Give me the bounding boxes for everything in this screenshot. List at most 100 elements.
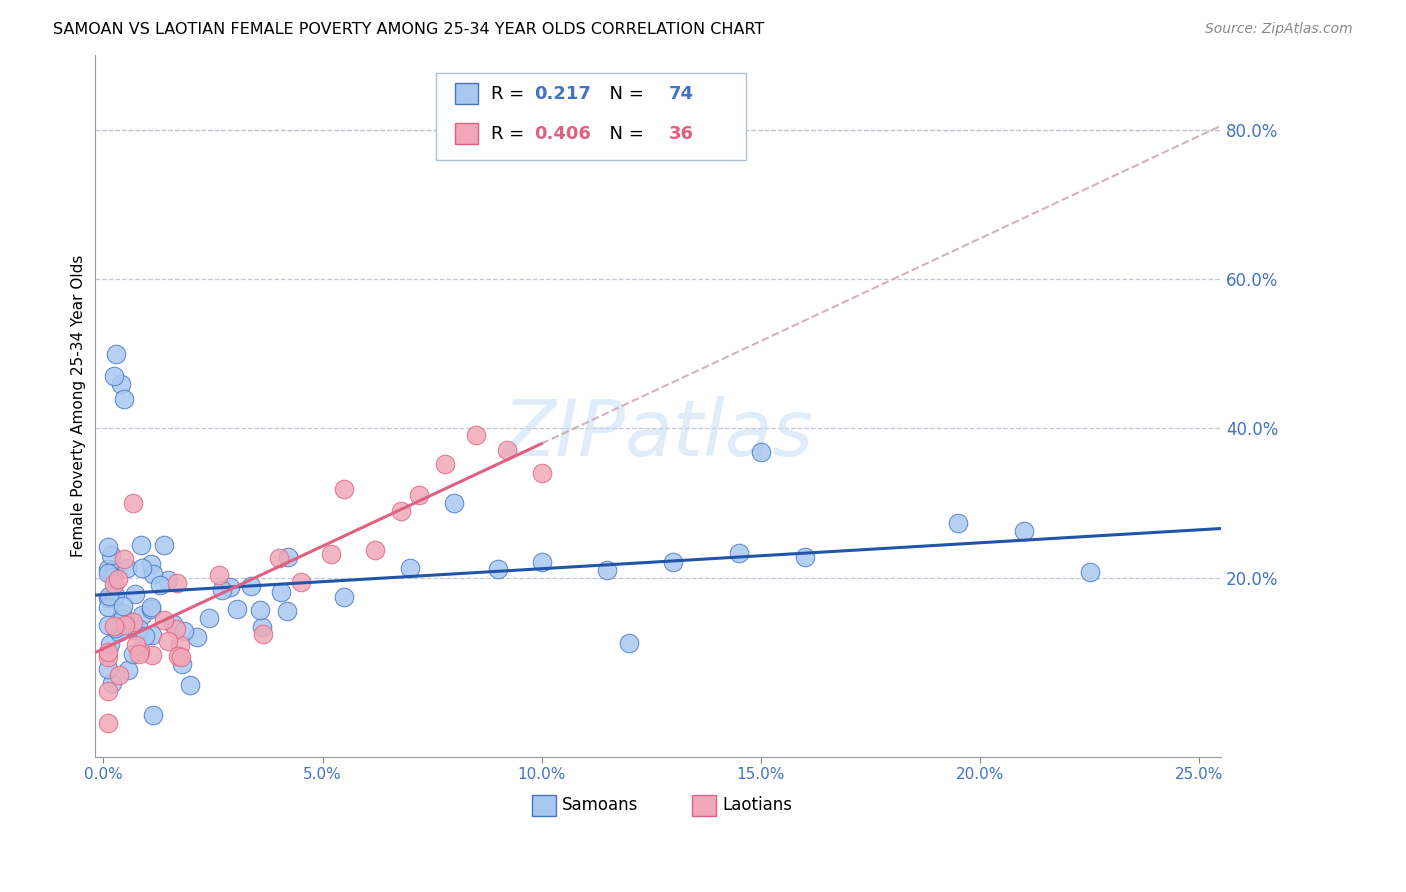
Point bbox=[749, 445, 772, 459]
Point bbox=[165, 623, 187, 637]
Text: Laotians: Laotians bbox=[723, 797, 792, 814]
Point bbox=[443, 496, 465, 510]
Point bbox=[117, 663, 139, 677]
Bar bbox=[456, 83, 478, 104]
Point bbox=[110, 606, 132, 620]
Point bbox=[101, 590, 124, 604]
Point bbox=[321, 548, 343, 562]
Point bbox=[100, 548, 122, 562]
Point bbox=[156, 633, 179, 648]
Point bbox=[530, 555, 553, 569]
Point bbox=[104, 347, 127, 361]
Point bbox=[141, 628, 163, 642]
Point bbox=[170, 657, 193, 672]
Point bbox=[141, 707, 163, 722]
Point bbox=[173, 624, 195, 638]
Point bbox=[495, 443, 517, 458]
Point bbox=[276, 604, 298, 618]
Point bbox=[108, 624, 131, 639]
Text: Samoans: Samoans bbox=[562, 797, 638, 814]
Point bbox=[208, 568, 231, 582]
Point bbox=[162, 617, 184, 632]
Point bbox=[131, 538, 153, 552]
Point bbox=[391, 503, 413, 517]
Point bbox=[97, 650, 120, 665]
Point bbox=[166, 649, 188, 664]
Point bbox=[1012, 524, 1035, 539]
Text: Source: ZipAtlas.com: Source: ZipAtlas.com bbox=[1205, 22, 1353, 37]
Point bbox=[111, 599, 134, 613]
Point bbox=[112, 552, 135, 566]
Point bbox=[104, 589, 127, 603]
Point bbox=[103, 590, 125, 604]
Point bbox=[97, 600, 120, 615]
Text: ZIPatlas: ZIPatlas bbox=[502, 396, 813, 472]
Point bbox=[131, 561, 153, 575]
Point bbox=[97, 618, 120, 632]
Point bbox=[97, 662, 120, 676]
Point bbox=[226, 602, 249, 616]
Point bbox=[619, 636, 641, 650]
Point bbox=[141, 648, 163, 662]
Point bbox=[270, 584, 292, 599]
Point bbox=[364, 542, 387, 557]
Point bbox=[728, 545, 751, 559]
Point bbox=[153, 538, 176, 552]
Point bbox=[239, 579, 262, 593]
Point bbox=[117, 561, 139, 575]
Point bbox=[122, 647, 145, 661]
Text: R =: R = bbox=[491, 125, 530, 143]
Point bbox=[267, 551, 290, 566]
Point bbox=[104, 621, 127, 635]
Point bbox=[112, 392, 135, 406]
Point bbox=[121, 496, 143, 510]
Point bbox=[97, 540, 120, 554]
Point bbox=[108, 668, 131, 682]
Point bbox=[166, 575, 188, 590]
Point bbox=[290, 575, 312, 590]
Point bbox=[101, 569, 124, 583]
Point bbox=[333, 590, 356, 604]
Bar bbox=[456, 123, 478, 145]
Point bbox=[157, 574, 180, 588]
Point bbox=[125, 638, 148, 652]
Point bbox=[97, 566, 120, 581]
Point bbox=[128, 644, 150, 658]
Point bbox=[250, 620, 273, 634]
Text: 0.217: 0.217 bbox=[534, 85, 591, 103]
Point bbox=[128, 647, 150, 661]
Point bbox=[149, 578, 172, 592]
Text: R =: R = bbox=[491, 85, 530, 103]
Point bbox=[142, 566, 165, 581]
Point bbox=[141, 557, 163, 571]
Point bbox=[111, 622, 134, 636]
Bar bbox=[531, 795, 557, 816]
Text: N =: N = bbox=[598, 85, 650, 103]
Point bbox=[465, 427, 488, 442]
Point bbox=[169, 650, 191, 665]
Point bbox=[218, 580, 240, 594]
Point bbox=[662, 555, 685, 569]
Point bbox=[103, 619, 125, 633]
Point bbox=[124, 586, 146, 600]
Point bbox=[252, 627, 274, 641]
Point bbox=[98, 637, 121, 651]
Point bbox=[110, 376, 132, 391]
Point bbox=[793, 550, 815, 565]
Point bbox=[179, 678, 201, 692]
Text: 74: 74 bbox=[669, 85, 695, 103]
Text: 0.406: 0.406 bbox=[534, 125, 591, 143]
FancyBboxPatch shape bbox=[436, 72, 745, 161]
Point bbox=[122, 623, 145, 637]
Point bbox=[122, 615, 145, 630]
Point bbox=[103, 369, 125, 384]
Point bbox=[946, 516, 969, 531]
Y-axis label: Female Poverty Among 25-34 Year Olds: Female Poverty Among 25-34 Year Olds bbox=[72, 255, 86, 558]
Point bbox=[399, 560, 422, 574]
Point bbox=[101, 676, 124, 690]
Point bbox=[97, 645, 120, 659]
Point bbox=[97, 589, 120, 603]
Point bbox=[1078, 565, 1101, 579]
Text: 36: 36 bbox=[669, 125, 695, 143]
Text: N =: N = bbox=[598, 125, 650, 143]
